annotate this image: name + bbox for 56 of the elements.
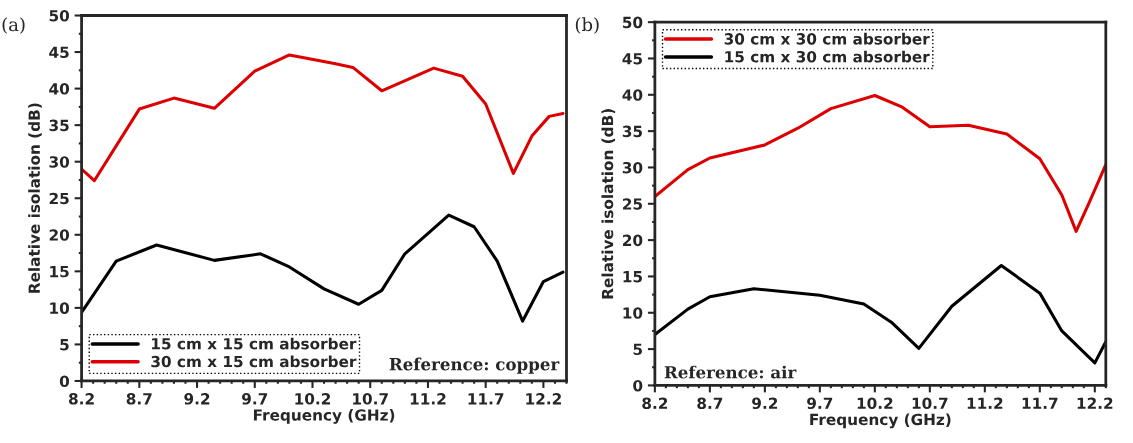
text: (b) [575, 17, 599, 34]
y-tick-label: 0 [59, 375, 70, 387]
line-series [654, 264, 1106, 365]
annotation: Reference: copper [389, 357, 560, 374]
y-tick-label: 35 [622, 125, 642, 138]
y-tick-label: 15 [623, 271, 642, 283]
x-tick-label: 8.2 [642, 397, 668, 410]
x-tick-label: 12.2 [526, 393, 561, 405]
y-tick-label: 15 [50, 266, 69, 278]
y-tick-label: 40 [622, 89, 643, 101]
legend-label: 30 cm x 15 cm absorber [151, 355, 357, 368]
y-tick-label: 45 [622, 53, 642, 65]
x-tick-label: 10.7 [353, 393, 388, 405]
x-tick-label: 12.2 [1077, 397, 1113, 409]
x-tick-label: 8.7 [697, 397, 723, 410]
line-series [654, 94, 1106, 233]
x-tick-label: 9.2 [184, 393, 210, 405]
annotation: Reference: air [664, 365, 797, 379]
legend-label: 15 cm x 15 cm absorber [152, 337, 357, 350]
y-tick-label: 25 [49, 192, 69, 205]
text: (a) [2, 17, 25, 34]
x-tick-label: 10.2 [295, 393, 331, 405]
x-tick-label: 11.7 [468, 393, 504, 405]
x-axis-title: Frequency (GHz) [810, 413, 951, 429]
line-series [81, 53, 565, 183]
y-axis-title: Relative isolation (dB) [601, 109, 616, 299]
line-series [81, 213, 565, 323]
y-tick-label: 25 [623, 198, 642, 210]
legend-label: 15 cm x 30 cm absorber [725, 50, 930, 63]
x-tick-label: 9.7 [242, 393, 268, 405]
y-tick-label: 5 [60, 339, 69, 351]
y-tick-label: 50 [49, 9, 70, 22]
y-tick-label: 20 [49, 229, 70, 241]
x-tick-label: 11.2 [967, 397, 1003, 409]
x-tick-label: 9.7 [807, 397, 833, 410]
x-tick-label: 8.2 [68, 393, 94, 405]
y-tick-label: 5 [633, 343, 642, 356]
y-tick-label: 30 [49, 156, 70, 168]
y-tick-label: 20 [623, 234, 643, 247]
x-tick-label: 8.7 [126, 393, 152, 405]
legend-label: 30 cm x 30 cm absorber [724, 32, 930, 45]
x-tick-label: 11.7 [1022, 397, 1058, 409]
x-axis-title: Frequency (GHz) [253, 408, 395, 424]
y-tick-label: 45 [49, 46, 69, 59]
x-tick-label: 9.2 [752, 397, 778, 410]
y-axis-title: Relative isolation (dB) [28, 103, 42, 293]
y-tick-label: 50 [622, 16, 643, 29]
x-tick-label: 11.2 [410, 393, 446, 405]
y-tick-label: 10 [623, 307, 643, 319]
x-tick-label: 10.7 [912, 397, 948, 410]
y-tick-label: 35 [49, 119, 69, 132]
y-tick-label: 40 [49, 83, 70, 95]
x-tick-label: 10.2 [857, 397, 893, 410]
y-tick-label: 0 [633, 379, 643, 392]
y-tick-label: 30 [622, 161, 643, 174]
y-tick-label: 10 [50, 302, 70, 314]
